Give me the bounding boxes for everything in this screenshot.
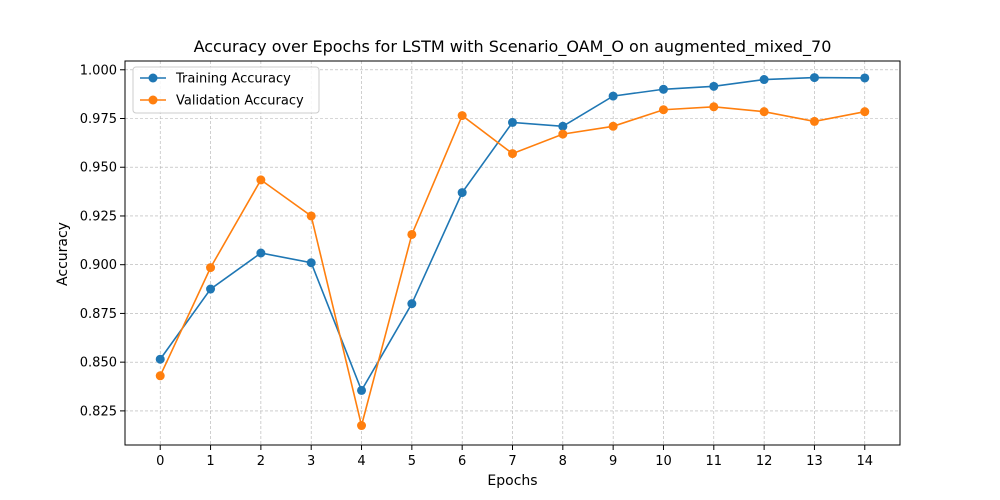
data-point	[658, 105, 668, 115]
y-tick-label: 0.900	[80, 258, 117, 273]
series-layer	[155, 73, 870, 431]
data-point	[206, 284, 216, 294]
x-tick-label: 8	[559, 454, 567, 469]
data-point	[306, 258, 316, 268]
x-tick-label: 3	[307, 454, 315, 469]
legend-box	[132, 66, 320, 114]
data-point	[206, 263, 216, 273]
x-tick-label: 7	[508, 454, 516, 469]
legend: Training Accuracy Validation Accuracy	[132, 66, 320, 114]
data-point	[457, 188, 467, 198]
x-axis-label: Epochs	[487, 473, 537, 489]
data-point	[306, 211, 316, 221]
data-point	[658, 84, 668, 94]
data-point	[407, 229, 417, 239]
x-tick-label: 10	[655, 454, 672, 469]
data-point	[860, 107, 870, 117]
data-point	[709, 81, 719, 91]
data-point	[357, 385, 367, 395]
data-point	[809, 116, 819, 126]
y-tick-label: 0.975	[80, 112, 117, 127]
data-point	[357, 421, 367, 431]
data-point	[457, 111, 467, 121]
y-axis-label: Accuracy	[55, 222, 71, 286]
legend-marker	[148, 95, 158, 105]
data-point	[860, 73, 870, 83]
tick-layer: 0 1 2 3 4 5 6 7 8 9 10 11 12 13 140.8250.8500.8750.900…	[80, 63, 873, 469]
y-tick-label: 1.000	[80, 63, 117, 78]
x-tick-label: 13	[806, 454, 823, 469]
data-point	[155, 371, 165, 381]
grid-layer	[125, 61, 900, 445]
chart-title: Accuracy over Epochs for LSTM with Scena…	[194, 37, 832, 57]
x-tick-label: 0	[156, 454, 164, 469]
legend-entry: Validation Accuracy	[176, 94, 304, 109]
data-point	[759, 75, 769, 85]
data-point	[558, 129, 568, 139]
data-point	[608, 121, 618, 131]
data-point	[407, 299, 417, 309]
x-tick-label: 14	[856, 454, 873, 469]
data-point	[759, 107, 769, 117]
data-point	[558, 121, 568, 131]
y-tick-label: 0.925	[80, 209, 117, 224]
data-point	[508, 117, 517, 127]
y-tick-label: 0.950	[80, 161, 117, 176]
data-point	[809, 73, 819, 83]
x-tick-label: 6	[458, 454, 466, 469]
x-tick-label: 12	[756, 454, 773, 469]
x-tick-label: 9	[609, 454, 617, 469]
legend-entry: Training Accuracy	[175, 72, 291, 87]
data-point	[709, 102, 719, 112]
legend-marker	[148, 73, 158, 83]
x-tick-label: 4	[357, 454, 365, 469]
data-point	[508, 149, 517, 159]
data-point	[155, 354, 165, 364]
series-validation	[155, 102, 870, 431]
y-tick-label: 0.875	[80, 307, 117, 322]
data-point	[608, 91, 618, 101]
x-tick-label: 1	[206, 454, 214, 469]
x-tick-label: 5	[408, 454, 416, 469]
series-training	[155, 73, 870, 395]
y-tick-label: 0.825	[80, 404, 117, 419]
data-point	[256, 248, 266, 258]
y-tick-label: 0.850	[80, 356, 117, 371]
x-tick-label: 2	[257, 454, 265, 469]
x-tick-label: 11	[706, 454, 723, 469]
data-point	[256, 175, 266, 185]
